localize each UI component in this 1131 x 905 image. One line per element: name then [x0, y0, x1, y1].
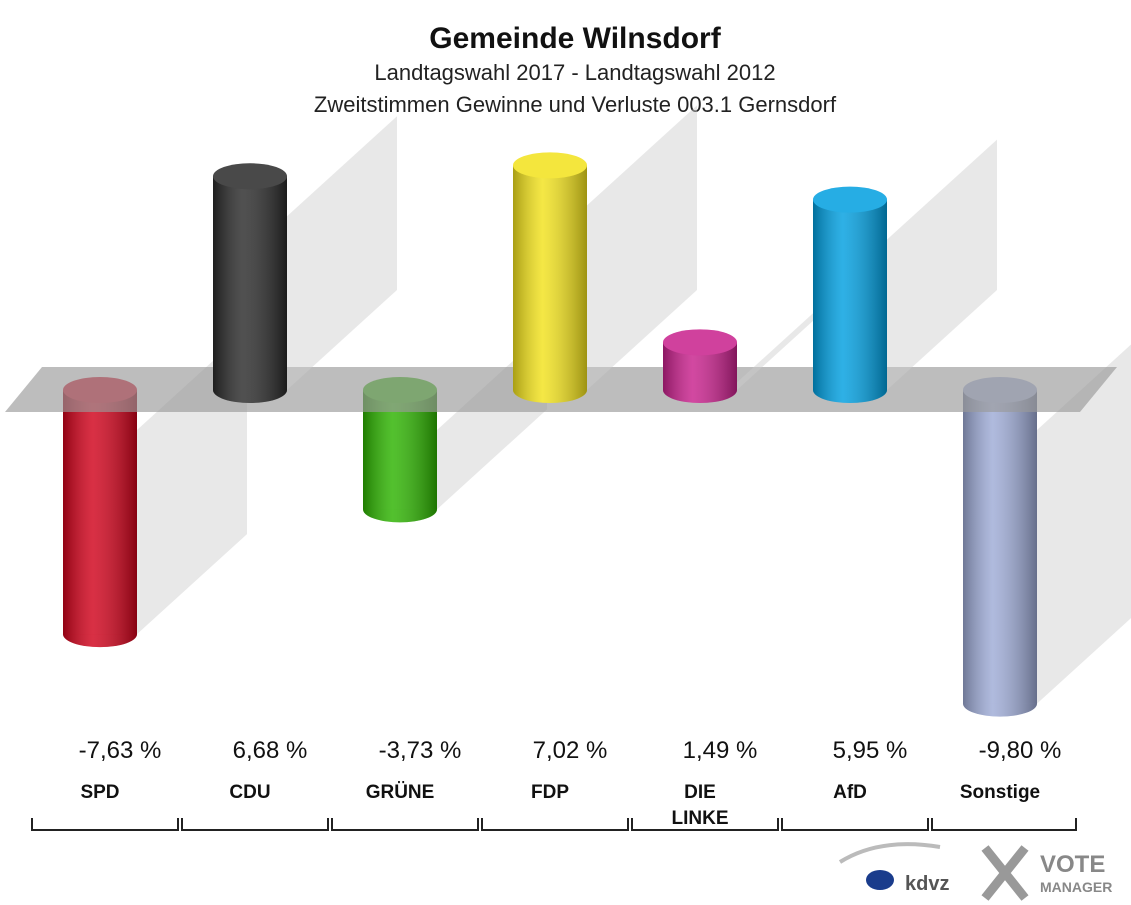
bar-shading: [63, 390, 137, 635]
bar-shadow: [587, 105, 697, 391]
logo-x: [981, 845, 1029, 901]
bar-top: [513, 152, 587, 179]
bar-top: [813, 186, 887, 213]
value-label: 1,49 %: [683, 737, 758, 764]
logo-text: kdvz: [905, 873, 949, 895]
bar-shading: [963, 390, 1037, 704]
logo: kdvz VOTE MANAGER: [838, 842, 1112, 901]
logo-ball: [866, 870, 894, 890]
bar-shading: [813, 199, 887, 390]
category-label: SPD: [80, 782, 120, 803]
bar-top: [213, 163, 287, 190]
bar-top: [663, 329, 737, 356]
category-label: GRÜNE: [365, 782, 435, 803]
category-label: FDP: [531, 782, 569, 803]
bar-shadow: [1037, 344, 1131, 704]
chart-subtitle: Zweitstimmen Gewinne und Verluste 003.1 …: [314, 92, 837, 117]
bar-top: [513, 152, 587, 179]
value-label: 7,02 %: [533, 737, 608, 764]
value-label: 6,68 %: [233, 737, 308, 764]
value-label: -7,63 %: [79, 737, 162, 764]
bar-shadow: [287, 116, 397, 391]
bar-shading: [213, 176, 287, 390]
logo-text: VOTE: [1040, 851, 1105, 878]
bar-top: [663, 329, 737, 356]
category-label: Sonstige: [959, 782, 1041, 803]
value-label: -9,80 %: [979, 737, 1062, 764]
bar-shading: [513, 165, 587, 390]
logo-swoosh: [838, 842, 941, 864]
value-label: -3,73 %: [379, 737, 462, 764]
logo-text: MANAGER: [1040, 879, 1112, 895]
bar-top: [813, 186, 887, 213]
bar-shadow: [887, 139, 997, 390]
category-brackets: [31, 818, 1077, 831]
chart-title: Gemeinde Wilnsdorf: [429, 22, 721, 55]
bar-top: [213, 163, 287, 190]
category-label: DIE LINKE: [671, 782, 729, 829]
category-label: AfD: [833, 782, 867, 803]
value-label: 5,95 %: [833, 737, 908, 764]
category-label: CDU: [229, 782, 271, 803]
chart-subtitle: Landtagswahl 2017 - Landtagswahl 2012: [374, 60, 775, 85]
